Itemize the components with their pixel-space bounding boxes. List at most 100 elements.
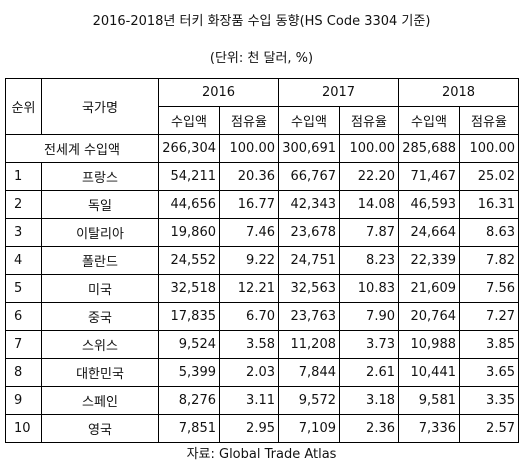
share-cell: 16.77 bbox=[219, 190, 279, 219]
header-year-2018: 2018 bbox=[398, 78, 519, 107]
table-row: 3 이탈리아 19,860 7.46 23,678 7.87 24,664 8.63 bbox=[5, 218, 519, 247]
total-share-2016: 100.00 bbox=[219, 134, 279, 163]
import-cell: 23,678 bbox=[278, 218, 340, 247]
country-cell: 미국 bbox=[41, 274, 159, 303]
rank-cell: 8 bbox=[5, 358, 42, 387]
total-row: 전세계 수입액 266,304 100.00 300,691 100.00 28… bbox=[5, 134, 519, 163]
share-cell: 2.36 bbox=[339, 414, 399, 443]
header-share-2018: 점유율 bbox=[459, 106, 519, 135]
rank-cell: 4 bbox=[5, 246, 42, 275]
share-cell: 14.08 bbox=[339, 190, 399, 219]
country-cell: 독일 bbox=[41, 190, 159, 219]
share-cell: 7.56 bbox=[459, 274, 519, 303]
table-row: 7 스위스 9,524 3.58 11,208 3.73 10,988 3.85 bbox=[5, 330, 519, 359]
import-cell: 66,767 bbox=[278, 162, 340, 191]
table-row: 1 프랑스 54,211 20.36 66,767 22.20 71,467 25.02 bbox=[5, 162, 519, 191]
share-cell: 9.22 bbox=[219, 246, 279, 275]
import-cell: 71,467 bbox=[398, 162, 460, 191]
total-label: 전세계 수입액 bbox=[5, 134, 159, 163]
share-cell: 8.23 bbox=[339, 246, 399, 275]
country-cell: 대한민국 bbox=[41, 358, 159, 387]
share-cell: 3.85 bbox=[459, 330, 519, 359]
table-row: 2 독일 44,656 16.77 42,343 14.08 46,593 16.31 bbox=[5, 190, 519, 219]
country-cell: 프랑스 bbox=[41, 162, 159, 191]
import-cell: 19,860 bbox=[158, 218, 220, 247]
header-year-2017: 2017 bbox=[278, 78, 399, 107]
share-cell: 2.95 bbox=[219, 414, 279, 443]
header-import-2016: 수입액 bbox=[158, 106, 220, 135]
total-share-2018: 100.00 bbox=[459, 134, 519, 163]
share-cell: 3.58 bbox=[219, 330, 279, 359]
import-cell: 7,844 bbox=[278, 358, 340, 387]
import-cell: 42,343 bbox=[278, 190, 340, 219]
header-row-sub: 수입액 점유율 수입액 점유율 수입액 점유율 bbox=[6, 106, 519, 135]
total-import-2016: 266,304 bbox=[158, 134, 220, 163]
import-cell: 5,399 bbox=[158, 358, 220, 387]
total-import-2017: 300,691 bbox=[278, 134, 340, 163]
table-row: 5 미국 32,518 12.21 32,563 10.83 21,609 7.56 bbox=[5, 274, 519, 303]
import-cell: 17,835 bbox=[158, 302, 220, 331]
total-share-2017: 100.00 bbox=[339, 134, 399, 163]
share-cell: 2.03 bbox=[219, 358, 279, 387]
import-cell: 9,581 bbox=[398, 386, 460, 415]
import-table: 순위 국가명 2016 2017 2018 수입액 점유율 수입액 점유율 수입… bbox=[5, 78, 519, 443]
import-cell: 32,563 bbox=[278, 274, 340, 303]
share-cell: 3.11 bbox=[219, 386, 279, 415]
share-cell: 25.02 bbox=[459, 162, 519, 191]
table-title: 2016-2018년 터키 화장품 수입 동향(HS Code 3304 기준) bbox=[92, 14, 431, 29]
table-row: 6 중국 17,835 6.70 23,763 7.90 20,764 7.27 bbox=[5, 302, 519, 331]
source-note: 자료: Global Trade Atlas bbox=[186, 447, 337, 462]
country-cell: 스위스 bbox=[41, 330, 159, 359]
share-cell: 3.35 bbox=[459, 386, 519, 415]
import-cell: 7,109 bbox=[278, 414, 340, 443]
import-cell: 44,656 bbox=[158, 190, 220, 219]
table-row: 9 스페인 8,276 3.11 9,572 3.18 9,581 3.35 bbox=[5, 386, 519, 415]
import-cell: 10,441 bbox=[398, 358, 460, 387]
country-cell: 중국 bbox=[41, 302, 159, 331]
share-cell: 7.82 bbox=[459, 246, 519, 275]
rank-cell: 1 bbox=[5, 162, 42, 191]
share-cell: 20.36 bbox=[219, 162, 279, 191]
share-cell: 7.90 bbox=[339, 302, 399, 331]
header-import-2017: 수입액 bbox=[278, 106, 340, 135]
country-cell: 영국 bbox=[41, 414, 159, 443]
share-cell: 7.87 bbox=[339, 218, 399, 247]
share-cell: 16.31 bbox=[459, 190, 519, 219]
header-share-2017: 점유율 bbox=[339, 106, 399, 135]
header-year-2016: 2016 bbox=[158, 78, 279, 107]
total-import-2018: 285,688 bbox=[398, 134, 460, 163]
header-import-2018: 수입액 bbox=[398, 106, 460, 135]
country-cell: 스페인 bbox=[41, 386, 159, 415]
rank-cell: 2 bbox=[5, 190, 42, 219]
share-cell: 7.46 bbox=[219, 218, 279, 247]
table-row: 10 영국 7,851 2.95 7,109 2.36 7,336 2.57 bbox=[5, 414, 519, 443]
import-cell: 54,211 bbox=[158, 162, 220, 191]
rank-cell: 3 bbox=[5, 218, 42, 247]
unit-note: (단위: 천 달러, %) bbox=[209, 51, 314, 66]
share-cell: 2.57 bbox=[459, 414, 519, 443]
country-cell: 이탈리아 bbox=[41, 218, 159, 247]
table-row: 8 대한민국 5,399 2.03 7,844 2.61 10,441 3.65 bbox=[5, 358, 519, 387]
import-cell: 46,593 bbox=[398, 190, 460, 219]
rank-cell: 5 bbox=[5, 274, 42, 303]
import-cell: 10,988 bbox=[398, 330, 460, 359]
share-cell: 6.70 bbox=[219, 302, 279, 331]
rank-cell: 6 bbox=[5, 302, 42, 331]
import-cell: 9,572 bbox=[278, 386, 340, 415]
import-cell: 32,518 bbox=[158, 274, 220, 303]
rank-cell: 9 bbox=[5, 386, 42, 415]
import-cell: 7,336 bbox=[398, 414, 460, 443]
header-rank: 순위 bbox=[5, 78, 42, 135]
header-country: 국가명 bbox=[41, 78, 159, 135]
import-cell: 8,276 bbox=[158, 386, 220, 415]
import-cell: 9,524 bbox=[158, 330, 220, 359]
rank-cell: 7 bbox=[5, 330, 42, 359]
header-share-2016: 점유율 bbox=[219, 106, 279, 135]
import-cell: 7,851 bbox=[158, 414, 220, 443]
import-cell: 11,208 bbox=[278, 330, 340, 359]
share-cell: 2.61 bbox=[339, 358, 399, 387]
header-row-years: 순위 국가명 2016 2017 2018 bbox=[5, 78, 519, 135]
import-cell: 21,609 bbox=[398, 274, 460, 303]
share-cell: 10.83 bbox=[339, 274, 399, 303]
import-cell: 24,664 bbox=[398, 218, 460, 247]
